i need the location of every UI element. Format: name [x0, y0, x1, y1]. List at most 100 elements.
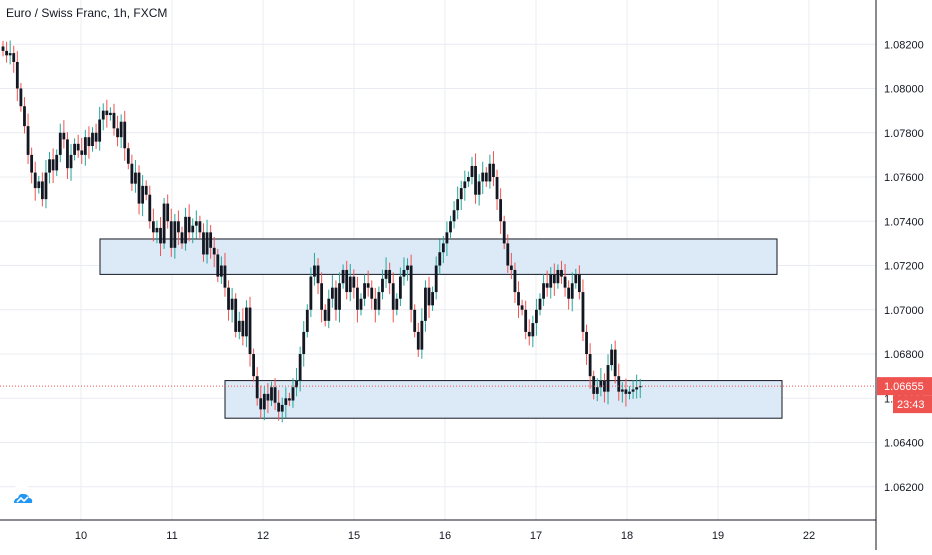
candle-body [524, 309, 528, 332]
candle-body [194, 221, 198, 226]
countdown-label: 23:43 [897, 399, 925, 411]
y-tick-label: 1.08200 [884, 39, 924, 51]
candle-body [377, 292, 381, 310]
candle-body [105, 110, 109, 116]
y-tick-label: 1.07200 [884, 261, 924, 273]
candle-body [144, 185, 148, 195]
candle-body [366, 283, 370, 288]
candle-body [284, 398, 288, 405]
candle-body [8, 53, 12, 56]
candle-body [116, 128, 119, 138]
y-tick-label: 1.07400 [884, 216, 924, 228]
candle-body [509, 265, 513, 270]
candle-body [424, 287, 427, 321]
x-tick-label: 12 [257, 530, 269, 542]
candle-body [538, 298, 542, 310]
candle-body [19, 88, 23, 107]
candle-body [180, 232, 184, 244]
candle-body [134, 172, 137, 184]
price-badge [877, 377, 932, 396]
candle-body [169, 221, 173, 248]
candle-body [542, 283, 545, 299]
candle-body [126, 148, 130, 164]
x-tick-label: 16 [439, 530, 451, 542]
cloud-logo-icon[interactable] [8, 484, 36, 512]
candle-body [316, 265, 320, 284]
candle-body [513, 269, 517, 293]
current-price-label: 1.06655 [884, 381, 924, 393]
candle-body [51, 159, 55, 171]
candle-body [463, 181, 467, 189]
candle-body [481, 172, 485, 182]
candle-body [262, 393, 266, 410]
candle-body [288, 398, 291, 401]
candle-body [459, 188, 463, 200]
candle-body [30, 154, 34, 173]
candle-body [434, 265, 438, 293]
candle-body [40, 181, 44, 200]
candle-body [202, 232, 205, 255]
candle-body [313, 265, 316, 277]
candle-body [123, 121, 127, 149]
candle-body [259, 398, 263, 410]
candle-body [323, 309, 327, 321]
candle-body [87, 137, 91, 147]
candle-body [624, 389, 628, 394]
candle-body [69, 154, 73, 169]
candle-body [603, 380, 606, 392]
candle-body [560, 269, 563, 277]
candle-body [527, 331, 531, 337]
candle-body [449, 221, 452, 233]
candle-body [370, 287, 374, 299]
candle-body [599, 380, 603, 388]
candle-body [388, 269, 392, 284]
candle-body [177, 221, 180, 233]
candle-body [620, 389, 624, 392]
candle-body [173, 221, 177, 248]
candle-body [595, 387, 599, 394]
candle-body [617, 376, 621, 392]
candle-body [606, 365, 610, 392]
candle-body [62, 132, 66, 140]
candle-body [409, 265, 413, 310]
y-tick-label: 1.07600 [884, 172, 924, 184]
candle-body [58, 132, 62, 155]
x-tick-label: 18 [621, 530, 633, 542]
candle-body [66, 139, 69, 169]
candle-body [298, 354, 302, 381]
candle-body [248, 307, 252, 355]
candle-body [162, 203, 166, 244]
candle-body [33, 172, 37, 189]
candle-body [470, 165, 474, 178]
candle-body [413, 309, 417, 332]
x-tick-label: 17 [530, 530, 542, 542]
candle-body [94, 132, 98, 142]
candle-body [212, 247, 216, 255]
candle-body [219, 265, 223, 277]
candle-body [488, 163, 492, 182]
candle-body [441, 243, 445, 253]
candle-body [255, 376, 259, 399]
candle-body [98, 119, 102, 142]
candle-body [119, 121, 123, 138]
candle-body [141, 185, 145, 204]
candle-body [577, 274, 581, 293]
candle-body [83, 137, 87, 155]
candle-body [384, 269, 388, 279]
candle-body [492, 163, 495, 178]
candle-body [338, 283, 341, 310]
candle-body [420, 320, 424, 350]
candle-body [91, 132, 94, 147]
candle-body [234, 298, 238, 332]
candle-body [398, 276, 402, 299]
candle-body [327, 298, 331, 321]
candle-body [266, 393, 270, 401]
candle-body [1, 46, 5, 51]
candle-body [334, 287, 338, 310]
candle-body [570, 283, 574, 299]
candle-body [26, 126, 30, 155]
y-tick-label: 1.06200 [884, 482, 924, 494]
candle-body [112, 112, 116, 129]
